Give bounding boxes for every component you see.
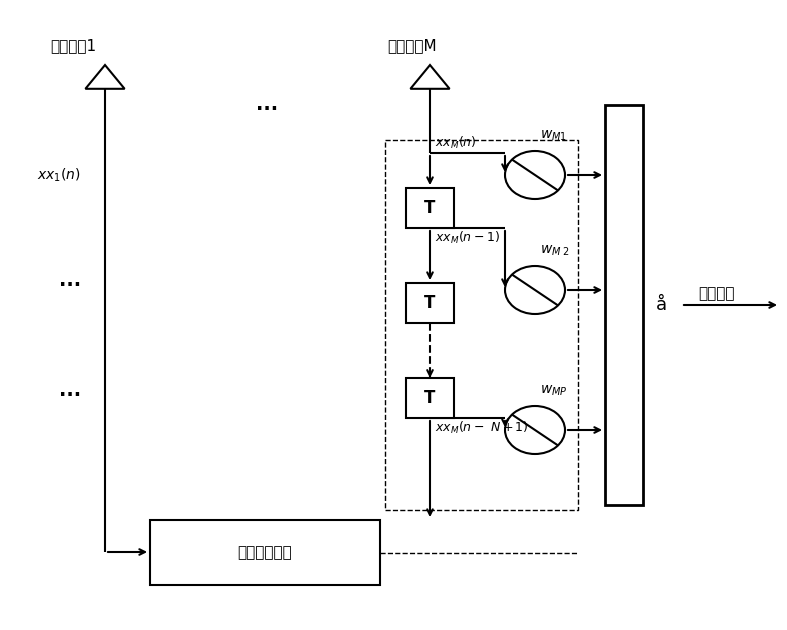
Text: 天线阵元M: 天线阵元M bbox=[387, 38, 437, 53]
Bar bbox=[406, 378, 454, 418]
Text: å: å bbox=[656, 296, 667, 314]
Text: $w_{M\ 2}$: $w_{M\ 2}$ bbox=[540, 244, 570, 258]
Text: ...: ... bbox=[59, 270, 81, 290]
Bar bbox=[406, 188, 454, 228]
Text: T: T bbox=[424, 294, 436, 312]
Bar bbox=[605, 105, 643, 505]
Bar bbox=[406, 283, 454, 323]
Text: $w_{MP}$: $w_{MP}$ bbox=[540, 384, 567, 398]
Text: T: T bbox=[424, 199, 436, 217]
Text: 天线阵到1: 天线阵到1 bbox=[50, 38, 96, 53]
Text: $xx_M(n-\ N+1)$: $xx_M(n-\ N+1)$ bbox=[435, 420, 529, 436]
Text: ...: ... bbox=[59, 381, 81, 399]
Text: $w_{M1}$: $w_{M1}$ bbox=[540, 129, 567, 143]
Text: 输出信号: 输出信号 bbox=[698, 286, 734, 301]
Text: $xx_M(n)$: $xx_M(n)$ bbox=[435, 135, 477, 151]
Text: $xx_M(n-1)$: $xx_M(n-1)$ bbox=[435, 230, 500, 246]
Text: ...: ... bbox=[256, 96, 278, 115]
Text: T: T bbox=[424, 389, 436, 407]
Bar bbox=[150, 520, 380, 585]
Text: 校正系数计算: 校正系数计算 bbox=[238, 545, 293, 560]
Text: $xx_1(n)$: $xx_1(n)$ bbox=[37, 166, 81, 184]
